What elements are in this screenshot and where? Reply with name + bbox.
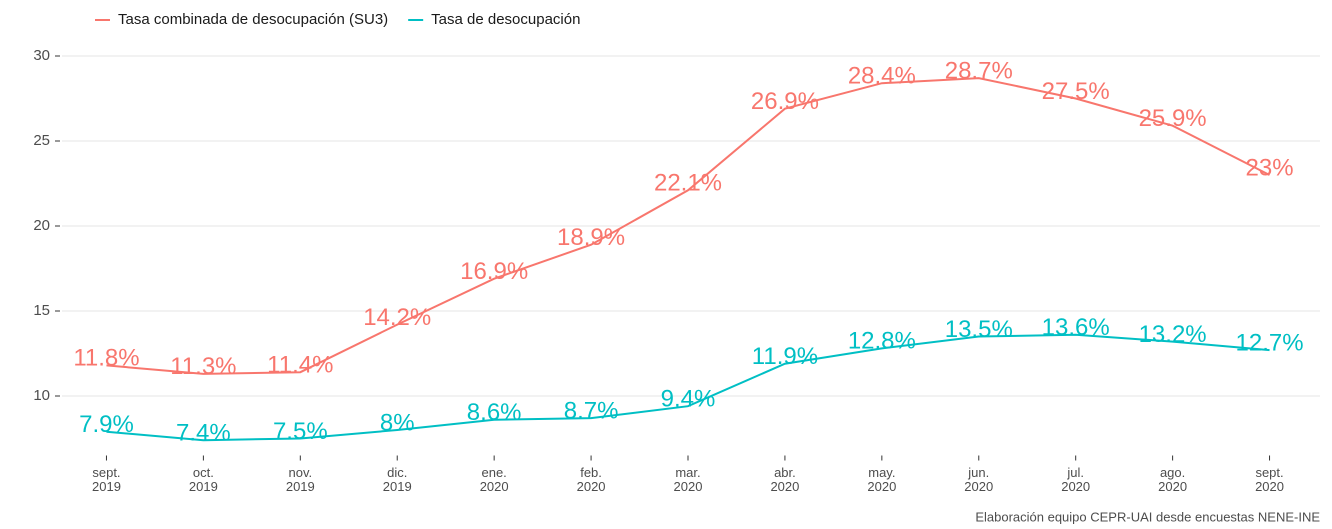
- value-label: 7.5%: [273, 418, 328, 445]
- x-tick-label: dic. 2019: [383, 465, 412, 494]
- value-label: 8.7%: [564, 397, 619, 424]
- x-tick-label: sept. 2019: [92, 465, 121, 494]
- value-label: 8.6%: [467, 399, 522, 426]
- caption: Elaboración equipo CEPR-UAI desde encues…: [975, 509, 1320, 524]
- x-tick-label: nov. 2019: [286, 465, 315, 494]
- value-label: 16.9%: [460, 258, 528, 285]
- x-tick-label: abr. 2020: [770, 465, 799, 494]
- value-label: 11.8%: [73, 345, 139, 372]
- y-tick-label: 25: [33, 132, 50, 149]
- value-label: 13.2%: [1139, 321, 1207, 348]
- value-label: 9.4%: [661, 386, 716, 413]
- value-label: 14.2%: [363, 304, 431, 331]
- value-label: 11.4%: [267, 352, 333, 379]
- value-label: 26.9%: [751, 88, 819, 115]
- value-label: 12.8%: [848, 328, 916, 355]
- series-line: [106, 77, 1270, 375]
- x-tick-label: may. 2020: [867, 465, 896, 494]
- y-tick-label: 30: [33, 47, 50, 64]
- value-label: 8%: [380, 409, 415, 436]
- value-label: 23%: [1246, 154, 1294, 181]
- x-tick-label: sept. 2020: [1255, 465, 1284, 494]
- y-tick-label: 20: [33, 217, 50, 234]
- value-label: 22.1%: [654, 170, 722, 197]
- legend-label: Tasa combinada de desocupación (SU3): [118, 11, 388, 28]
- value-label: 12.7%: [1236, 329, 1304, 356]
- value-label: 11.9%: [752, 343, 818, 370]
- value-label: 18.9%: [557, 224, 625, 251]
- y-tick-label: 15: [33, 302, 50, 319]
- value-label: 28.7%: [945, 57, 1013, 84]
- y-tick-label: 10: [33, 387, 50, 404]
- x-tick-label: jul. 2020: [1061, 465, 1090, 494]
- value-label: 25.9%: [1139, 105, 1207, 132]
- value-label: 13.5%: [945, 316, 1013, 343]
- value-label: 7.9%: [79, 411, 134, 438]
- x-tick-label: ago. 2020: [1158, 465, 1187, 494]
- value-label: 13.6%: [1042, 314, 1110, 341]
- series-line: [106, 333, 1270, 442]
- x-tick-label: feb. 2020: [577, 465, 606, 494]
- value-label: 27.5%: [1042, 78, 1110, 105]
- legend-label: Tasa de desocupación: [431, 11, 580, 28]
- x-tick-label: oct. 2019: [189, 465, 218, 494]
- x-tick-label: jun. 2020: [964, 465, 993, 494]
- x-tick-label: ene. 2020: [480, 465, 509, 494]
- value-label: 7.4%: [176, 420, 231, 447]
- value-label: 11.3%: [170, 353, 236, 380]
- x-tick-label: mar. 2020: [674, 465, 703, 494]
- value-label: 28.4%: [848, 63, 916, 90]
